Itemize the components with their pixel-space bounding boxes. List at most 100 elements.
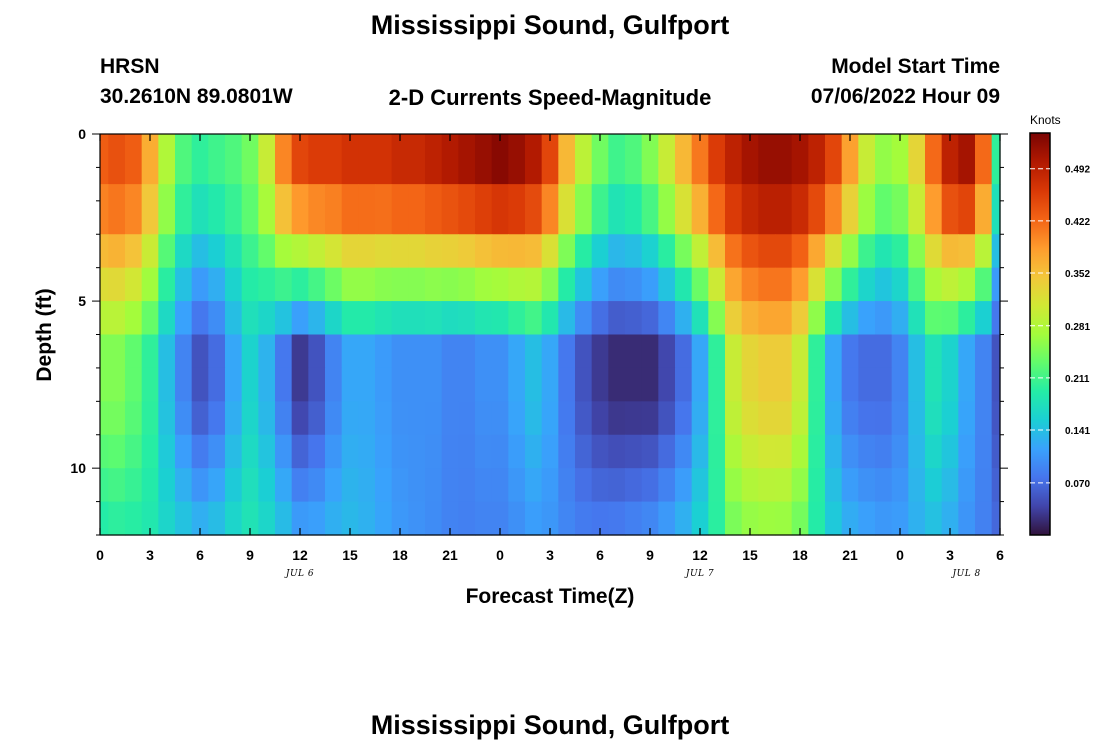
heat-cell bbox=[691, 184, 709, 235]
heat-cell bbox=[158, 334, 176, 369]
heat-cell bbox=[441, 267, 459, 302]
heat-cell bbox=[375, 401, 393, 436]
heat-cell bbox=[725, 184, 743, 235]
heat-cell bbox=[341, 334, 359, 369]
heat-cell bbox=[591, 401, 609, 436]
heat-cell bbox=[591, 267, 609, 302]
heat-cell bbox=[258, 301, 276, 336]
heat-cell bbox=[925, 134, 943, 185]
heat-cell bbox=[508, 434, 526, 469]
heat-cell bbox=[541, 234, 559, 269]
heat-cell bbox=[191, 184, 209, 235]
heat-cell bbox=[891, 501, 909, 536]
y-tick-label: 5 bbox=[78, 293, 86, 309]
heat-cell bbox=[558, 184, 576, 235]
heat-cell bbox=[625, 468, 643, 503]
heat-cell bbox=[308, 401, 326, 436]
heat-cell bbox=[358, 267, 376, 302]
heat-cell bbox=[708, 367, 726, 402]
heat-cell bbox=[775, 367, 793, 402]
heat-cell bbox=[575, 401, 593, 436]
heat-cell bbox=[375, 184, 393, 235]
heat-cell bbox=[408, 468, 426, 503]
heat-cell bbox=[358, 434, 376, 469]
colorbar-tick-label: 0.492 bbox=[1065, 165, 1090, 176]
heat-cell bbox=[591, 134, 609, 185]
heat-cell bbox=[141, 468, 159, 503]
heat-cell bbox=[275, 367, 293, 402]
heat-cell bbox=[875, 267, 893, 302]
heat-cell bbox=[475, 234, 493, 269]
heat-cell bbox=[558, 468, 576, 503]
heat-cell bbox=[275, 334, 293, 369]
heat-cell bbox=[125, 468, 143, 503]
heat-cell bbox=[658, 184, 676, 235]
heat-cell bbox=[508, 184, 526, 235]
heat-cell bbox=[858, 267, 876, 302]
heat-cell bbox=[958, 234, 976, 269]
heat-cell bbox=[108, 184, 126, 235]
heat-cell bbox=[141, 267, 159, 302]
heat-cell bbox=[875, 401, 893, 436]
heat-cell bbox=[658, 234, 676, 269]
heat-cell bbox=[641, 267, 659, 302]
heat-cell bbox=[391, 501, 409, 536]
heat-cell bbox=[108, 267, 126, 302]
heat-cell bbox=[975, 367, 993, 402]
heat-cell bbox=[441, 501, 459, 536]
heat-cell bbox=[991, 267, 1001, 302]
x-axis-title: Forecast Time(Z) bbox=[465, 585, 635, 608]
heat-cell bbox=[441, 468, 459, 503]
heat-cell bbox=[275, 501, 293, 536]
heat-cell bbox=[808, 468, 826, 503]
heat-cell bbox=[141, 234, 159, 269]
heat-cell bbox=[175, 301, 193, 336]
heat-cell bbox=[100, 134, 109, 185]
heat-cell bbox=[441, 134, 459, 185]
heat-cell bbox=[808, 134, 826, 185]
station-coordinates: 30.2610N 89.0801W bbox=[100, 85, 293, 108]
heat-cell bbox=[741, 267, 759, 302]
heat-cell bbox=[825, 301, 843, 336]
heat-cell bbox=[775, 134, 793, 185]
heat-cell bbox=[575, 468, 593, 503]
heat-cell bbox=[825, 134, 843, 185]
heat-cell bbox=[725, 234, 743, 269]
heat-cell bbox=[641, 367, 659, 402]
heat-cell bbox=[825, 401, 843, 436]
heat-cell bbox=[258, 134, 276, 185]
heat-cell bbox=[658, 501, 676, 536]
heat-cell bbox=[708, 184, 726, 235]
heat-cell bbox=[908, 501, 926, 536]
heat-cell bbox=[858, 134, 876, 185]
heat-cell bbox=[941, 267, 959, 302]
heat-cell bbox=[191, 468, 209, 503]
heat-cell bbox=[741, 184, 759, 235]
heat-cell bbox=[241, 468, 259, 503]
heat-cell bbox=[941, 367, 959, 402]
heat-cell bbox=[675, 401, 693, 436]
heat-cell bbox=[375, 267, 393, 302]
heat-cell bbox=[525, 184, 543, 235]
heat-cell bbox=[608, 184, 626, 235]
heat-cell bbox=[308, 301, 326, 336]
heat-cell bbox=[258, 501, 276, 536]
heat-cell bbox=[291, 234, 309, 269]
heat-cell bbox=[608, 401, 626, 436]
heat-cell bbox=[341, 367, 359, 402]
heat-cell bbox=[808, 301, 826, 336]
heat-cell bbox=[358, 468, 376, 503]
heat-cell bbox=[341, 184, 359, 235]
heat-cell bbox=[925, 434, 943, 469]
heat-cell bbox=[908, 134, 926, 185]
heat-cell bbox=[275, 434, 293, 469]
heat-cell bbox=[608, 501, 626, 536]
x-tick-label: 0 bbox=[96, 547, 104, 563]
heat-cell bbox=[425, 401, 443, 436]
heat-cell bbox=[975, 301, 993, 336]
heat-cell bbox=[725, 501, 743, 536]
heat-cell bbox=[408, 367, 426, 402]
heat-cell bbox=[341, 501, 359, 536]
heat-cell bbox=[808, 334, 826, 369]
